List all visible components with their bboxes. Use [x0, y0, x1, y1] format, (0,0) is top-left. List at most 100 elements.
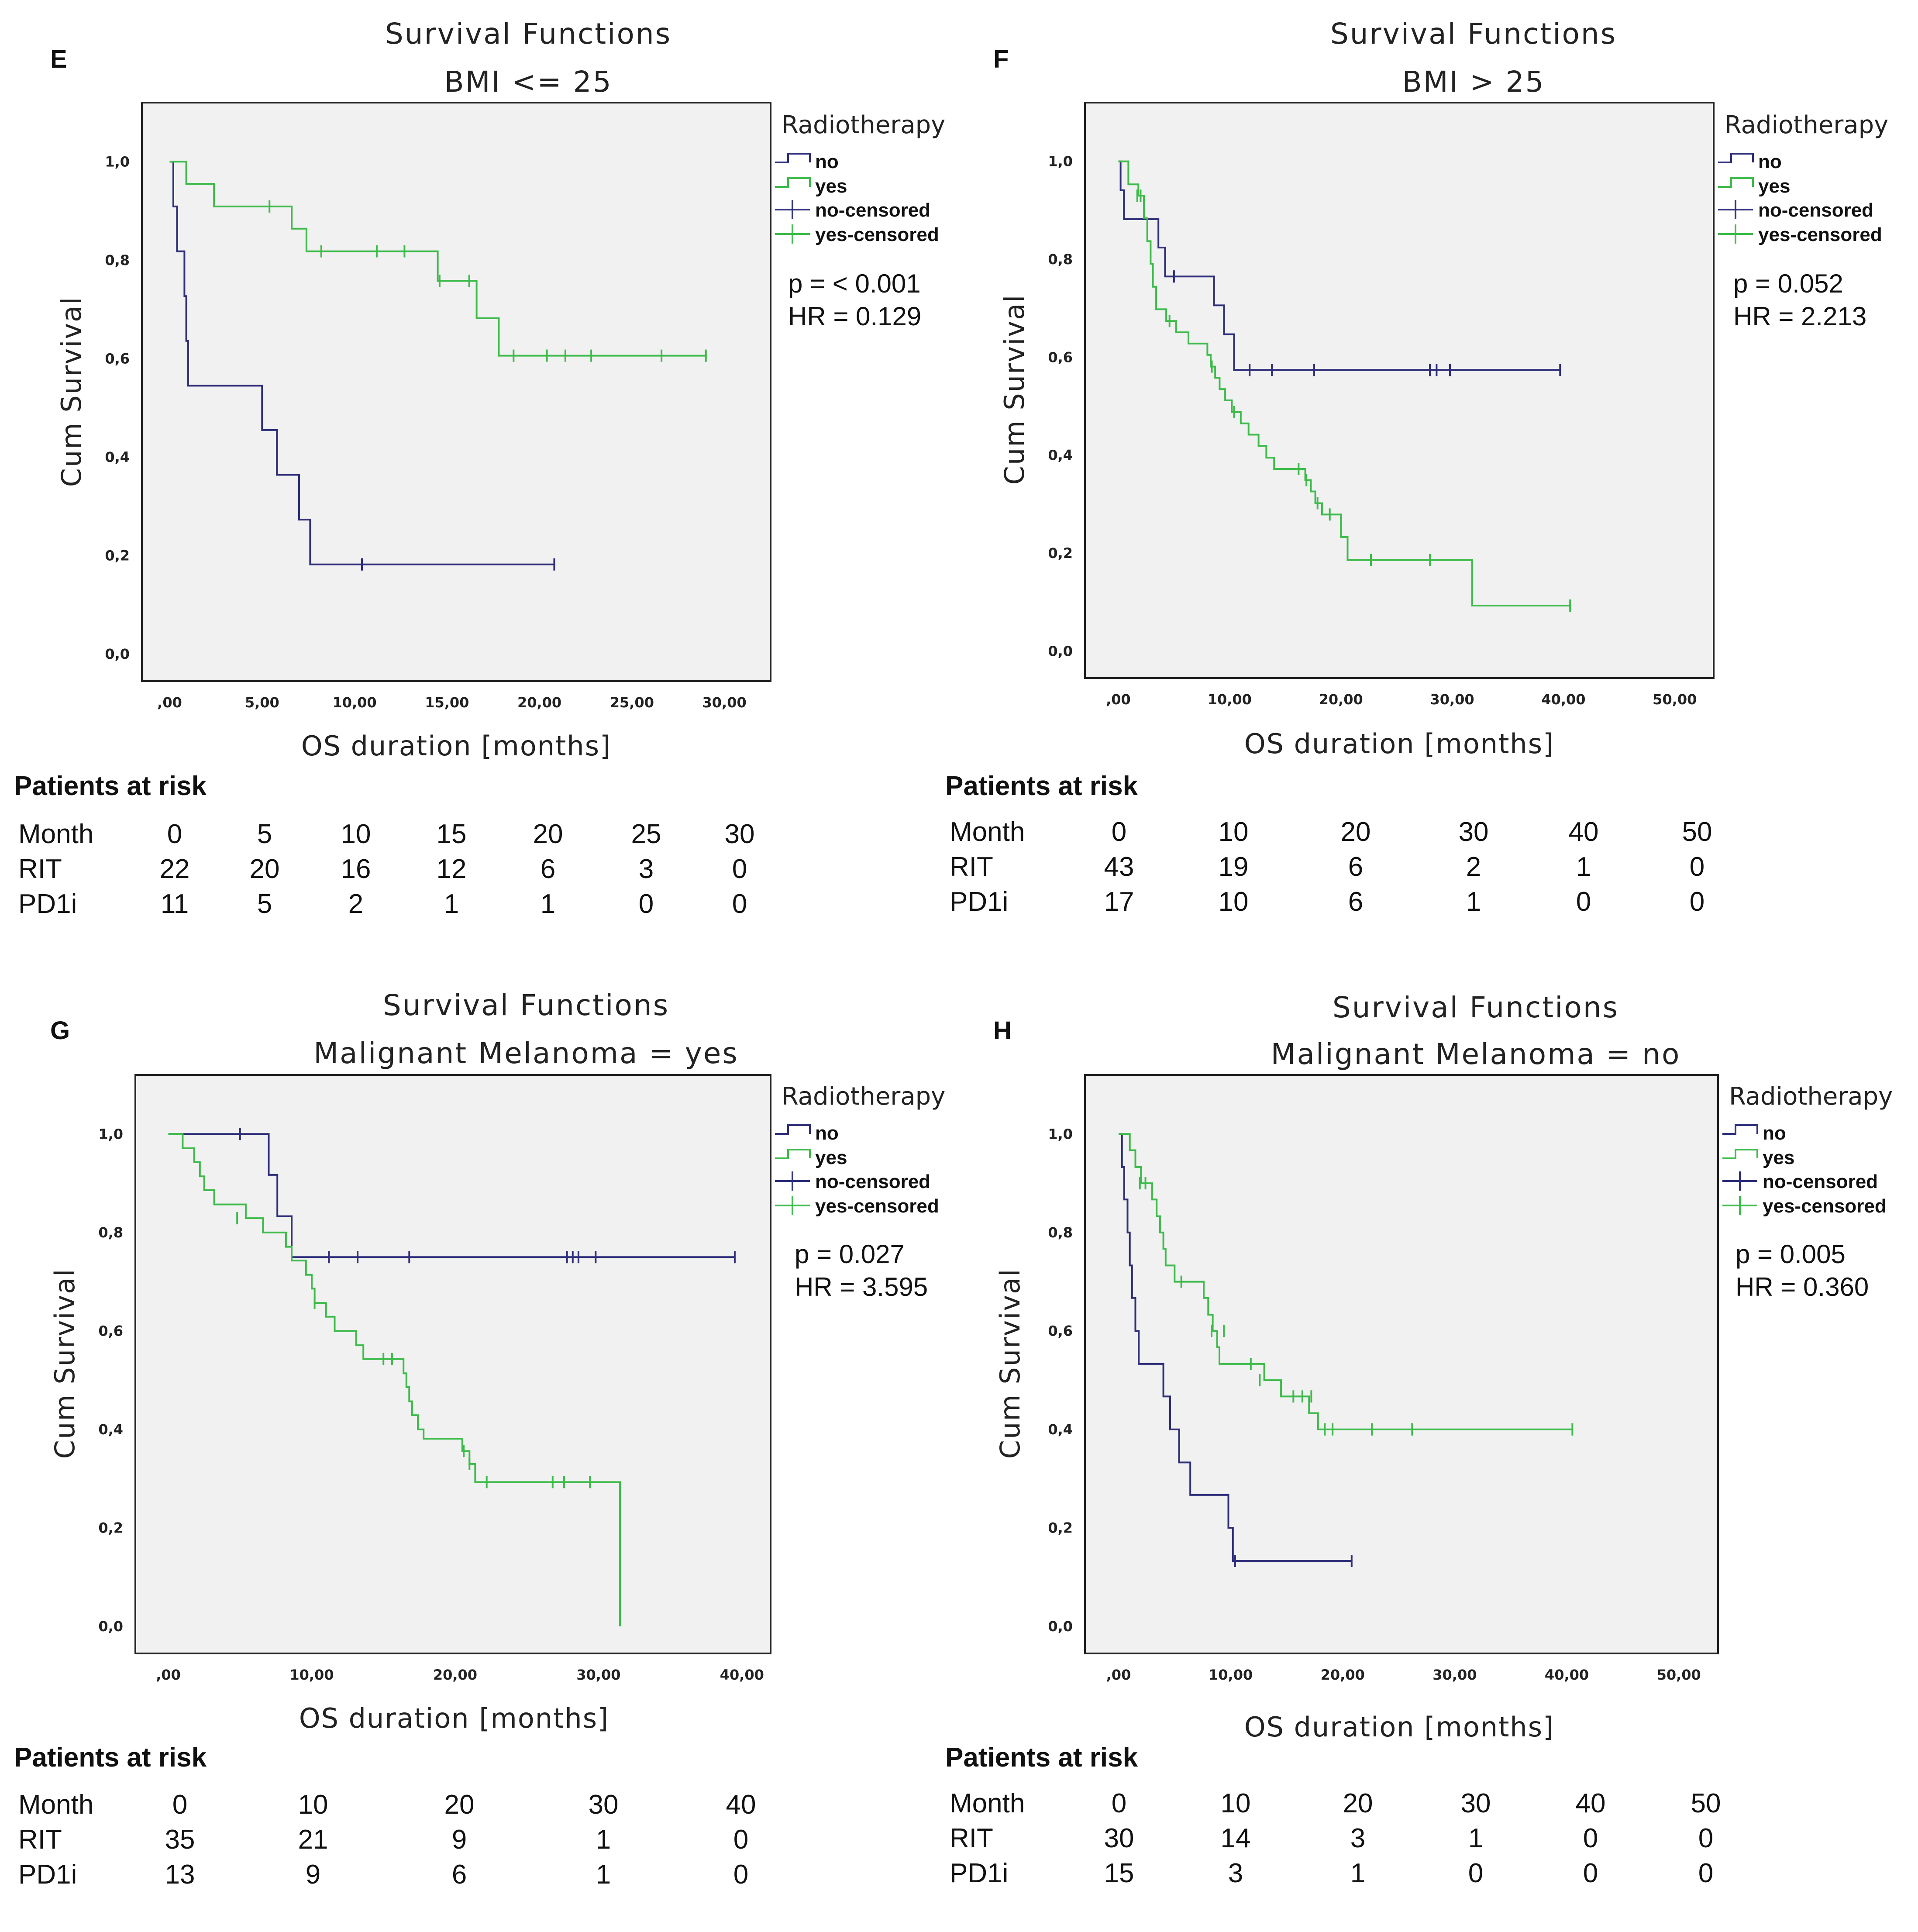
x-tick-label: 50,00: [1657, 1667, 1701, 1683]
y-tick-label: 0,2: [1048, 1519, 1073, 1536]
legend-label-yes: yes: [815, 176, 847, 197]
legend-label-no: no: [1758, 151, 1782, 172]
risk-cell: 0: [1583, 1823, 1598, 1853]
risk-row-label: PD1i: [18, 1860, 77, 1890]
x-axis-label: OS duration [months]: [1244, 1711, 1554, 1743]
legend-swatch-no-censored: [775, 200, 810, 219]
x-tick-label: 30,00: [576, 1667, 620, 1683]
risk-cell: 1: [1576, 852, 1591, 882]
risk-cell: 9: [451, 1825, 467, 1855]
legend-label-no-censored: no-censored: [815, 1171, 930, 1192]
legend-swatch-yes-censored: [775, 224, 810, 244]
x-tick-label: 30,00: [1430, 691, 1474, 708]
risk-cell: 0: [167, 819, 183, 849]
legend-label-yes: yes: [1763, 1147, 1794, 1168]
legend-label-yes-censored: yes-censored: [1758, 224, 1882, 245]
x-axis-label: OS duration [months]: [1244, 728, 1554, 760]
legend-item-no-censored: no-censored: [775, 1171, 930, 1192]
p-value: p = 0.052: [1733, 269, 1843, 298]
risk-cell: 15: [1104, 1858, 1134, 1888]
y-tick-label: 0,6: [1048, 1322, 1073, 1339]
x-tick-label: 20,00: [1321, 1667, 1365, 1683]
risk-cell: 16: [341, 854, 371, 884]
risk-cell: 30: [724, 819, 755, 849]
y-tick-label: 0,0: [98, 1618, 123, 1635]
risk-row-label: RIT: [18, 854, 62, 884]
y-tick-label: 0,2: [105, 547, 130, 564]
risk-row-label: PD1i: [950, 1858, 1009, 1888]
chart-subtitle: BMI <= 25: [444, 65, 612, 99]
legend-swatch-yes-censored: [1722, 1196, 1757, 1215]
risk-cell: 50: [1682, 817, 1712, 847]
risk-cell: 11: [160, 889, 189, 919]
risk-cell: 20: [444, 1790, 475, 1820]
risk-cell: 0: [1576, 887, 1591, 917]
risk-cell: 10: [1218, 887, 1249, 917]
risk-cell: 15: [436, 819, 467, 849]
legend-item-no-censored: no-censored: [1722, 1171, 1878, 1192]
panel-h: H Survival Functions Malignant Melanoma …: [945, 971, 1893, 1932]
x-tick-label: ,00: [1106, 691, 1131, 708]
legend-swatch-yes-censored: [775, 1196, 810, 1215]
risk-cell: 40: [726, 1790, 756, 1820]
legend-item-no-censored: no-censored: [775, 200, 930, 221]
legend: Radiotherapy no yes no-censored yes-cens…: [775, 111, 945, 245]
curves: [1118, 160, 1571, 612]
legend-label-no: no: [1763, 1123, 1786, 1144]
risk-cell: 0: [1583, 1858, 1598, 1888]
y-tick-label: 1,0: [1048, 153, 1073, 170]
risk-row-label: PD1i: [950, 887, 1009, 917]
hazard-ratio: HR = 2.213: [1733, 302, 1866, 331]
risk-cell: 2: [1466, 852, 1481, 882]
risk-cell: 25: [631, 819, 661, 849]
risk-cell: 0: [1468, 1858, 1484, 1888]
risk-cell: 20: [1340, 817, 1371, 847]
legend-swatch-no: [775, 153, 811, 163]
risk-cell: 40: [1568, 817, 1599, 847]
y-tick-label: 0,8: [98, 1224, 123, 1241]
risk-cell: 0: [1111, 1788, 1127, 1818]
legend-swatch-yes: [775, 1149, 811, 1159]
x-tick-label: 30,00: [702, 694, 747, 711]
risk-row-label: Month: [18, 1790, 94, 1820]
risk-cell: 0: [1689, 887, 1705, 917]
risk-row-label: RIT: [950, 852, 993, 882]
risk-row-label: PD1i: [18, 889, 77, 919]
x-tick-label: 10,00: [1209, 1667, 1253, 1683]
risk-table: Patients at risk Month 0 10 20 30 40 50 …: [945, 771, 1862, 928]
km-curve-no: [169, 161, 554, 565]
x-axis-label: OS duration [months]: [301, 730, 611, 762]
risk-cell: 0: [732, 854, 747, 884]
legend-label-yes: yes: [815, 1147, 847, 1168]
y-ticks: 0,0 0,2 0,4 0,6 0,8 1,0: [1048, 153, 1073, 660]
x-ticks: ,00 10,00 20,00 30,00 40,00: [156, 1667, 764, 1683]
y-axis-label: Cum Survival: [55, 296, 87, 487]
risk-cell: 1: [444, 889, 459, 919]
risk-table-title: Patients at risk: [945, 1743, 1138, 1773]
y-axis-label: Cum Survival: [999, 294, 1030, 485]
risk-row-label: RIT: [950, 1823, 993, 1853]
risk-cell: 1: [1466, 887, 1481, 917]
legend-label-no-censored: no-censored: [1758, 200, 1873, 221]
risk-cell: 3: [638, 854, 654, 884]
km-chart-h: H Survival Functions Malignant Melanoma …: [993, 991, 1893, 1743]
legend-swatch-yes: [1722, 1149, 1758, 1159]
legend-swatch-yes: [1718, 177, 1754, 188]
x-tick-label: 40,00: [1541, 691, 1585, 708]
y-tick-label: 0,8: [1048, 1224, 1073, 1241]
risk-cell: 6: [540, 854, 556, 884]
risk-cell: 9: [305, 1860, 321, 1890]
risk-cell: 0: [1689, 852, 1705, 882]
risk-cell: 0: [733, 1860, 749, 1890]
risk-cell: 20: [249, 854, 280, 884]
panel-letter: G: [50, 1016, 70, 1045]
panel-e: E Survival Functions BMI <= 25 0,0 0,2 0,4…: [0, 0, 945, 961]
risk-cell: 10: [341, 819, 371, 849]
risk-cell: 35: [165, 1825, 195, 1855]
x-tick-label: 25,00: [610, 694, 654, 711]
x-tick-label: 40,00: [1545, 1667, 1589, 1683]
legend-label-no-censored: no-censored: [815, 200, 930, 221]
p-value: p = 0.027: [795, 1240, 905, 1269]
x-tick-label: ,00: [157, 694, 182, 711]
legend-swatch-no-censored: [1722, 1171, 1757, 1191]
